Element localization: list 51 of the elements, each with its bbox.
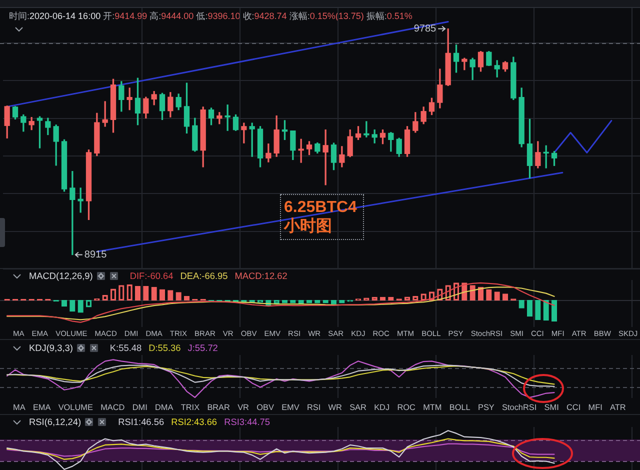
text: VR bbox=[238, 402, 249, 414]
text: StochRSI bbox=[502, 402, 537, 414]
annotation: 8915 bbox=[84, 249, 108, 260]
text: SMI bbox=[544, 402, 559, 414]
chart-title: RSI(6,12,24) bbox=[29, 416, 82, 428]
bar bbox=[486, 289, 492, 301]
text: MA bbox=[13, 402, 26, 414]
bar bbox=[70, 300, 76, 312]
text: RSI3:44.75 bbox=[224, 416, 270, 428]
text: RSI bbox=[306, 402, 321, 414]
text: VOLUME bbox=[58, 402, 93, 414]
text: PSY bbox=[478, 402, 494, 414]
bar bbox=[551, 300, 558, 322]
text: OBV bbox=[256, 402, 274, 414]
text: SAR bbox=[350, 402, 366, 414]
bar bbox=[151, 286, 157, 301]
text: EMV bbox=[282, 402, 300, 414]
text: TRIX bbox=[180, 402, 200, 414]
text: EMA bbox=[32, 402, 51, 414]
text: CCI bbox=[566, 402, 581, 414]
bar bbox=[526, 300, 533, 317]
bar bbox=[168, 290, 174, 301]
text: MACD bbox=[100, 402, 125, 414]
bar bbox=[535, 300, 541, 320]
text: MTM bbox=[423, 402, 442, 414]
bar bbox=[134, 286, 141, 301]
text: WR bbox=[328, 402, 342, 414]
series-label: RSI1:46.56 bbox=[118, 416, 164, 428]
bar bbox=[78, 300, 84, 313]
text: BRAR bbox=[207, 402, 230, 414]
series-label: K:55.48 bbox=[110, 342, 142, 354]
bar bbox=[143, 286, 149, 301]
text: J:55.72 bbox=[188, 342, 218, 354]
text: DMA bbox=[155, 402, 174, 414]
series-label: D:55.36 bbox=[148, 342, 181, 354]
text: RSI2:43.66 bbox=[171, 416, 218, 428]
text: BOLL bbox=[449, 402, 470, 414]
text: KDJ bbox=[374, 402, 390, 414]
text: ROC bbox=[397, 402, 416, 414]
chart-title: 时间:2020-06-14 16:00 开:9414.99 高:9444.00 低:9396.10 收:9428.74 涨幅:0.15%(13.75) 振幅:0.51% bbox=[9, 11, 412, 21]
chart-title: MACD(12,26,9) bbox=[29, 270, 93, 282]
annotation: 9785 bbox=[414, 24, 437, 35]
text: DMI bbox=[132, 402, 148, 414]
text: DEA:-66.95 bbox=[180, 270, 228, 282]
annotation: 6.25BTC4 小时图 bbox=[280, 194, 364, 240]
text: MACD:12.62 bbox=[234, 270, 288, 282]
bar bbox=[159, 289, 166, 301]
chart-title: KDJ(9,3,3) bbox=[29, 342, 73, 354]
text: DIF:-60.64 bbox=[130, 270, 174, 282]
text: ATR bbox=[610, 402, 626, 414]
text: MFI bbox=[588, 402, 602, 414]
